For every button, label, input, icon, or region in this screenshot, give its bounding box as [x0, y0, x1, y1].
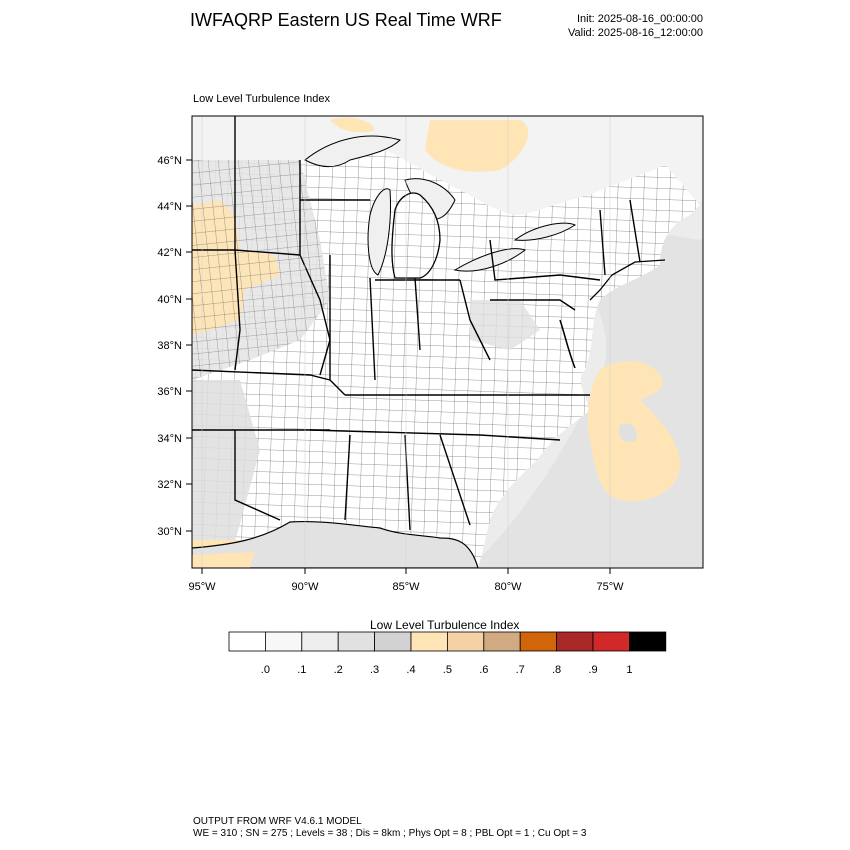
lat-label: 30°N [157, 526, 182, 538]
lon-label: 90°W [291, 581, 319, 593]
lat-label: 38°N [157, 340, 182, 352]
long-island-coast [589, 259, 666, 301]
state-boundaries [192, 116, 641, 531]
lat-label: 42°N [157, 247, 182, 259]
lat-label: 36°N [157, 386, 182, 398]
lat-label: 44°N [157, 201, 182, 213]
gray-shading-southwest [192, 380, 260, 568]
gulf-orange [192, 552, 255, 568]
gray-shading-appalachia [470, 300, 540, 350]
latitude-labels: 46°N 44°N 42°N 40°N 38°N 36°N 34°N 32°N … [157, 155, 182, 538]
lon-label: 75°W [596, 581, 624, 593]
init-time: Init: 2025-08-16_00:00:00 [577, 13, 703, 25]
longitude-labels: 95°W 90°W 85°W 80°W 75°W [188, 581, 624, 593]
lat-label: 34°N [157, 433, 182, 445]
footer-model: OUTPUT FROM WRF V4.6.1 MODEL [193, 816, 362, 827]
chart-title: IWFAQRP Eastern US Real Time WRF [190, 10, 502, 30]
gray-hole-atlantic [619, 423, 638, 443]
lat-label: 32°N [157, 479, 182, 491]
lon-label: 95°W [188, 581, 216, 593]
map-content [192, 116, 703, 568]
chesapeake-bay [559, 319, 576, 369]
graticule [201, 116, 611, 568]
orange-shading-ontario [425, 120, 529, 172]
lake-superior [304, 135, 401, 168]
orange-shading-superior [330, 117, 375, 133]
map-frame [191, 115, 704, 569]
legend-title: Low Level Turbulence Index [370, 618, 520, 632]
axis-ticks [186, 159, 611, 574]
footer-config: WE = 310 ; SN = 275 ; Levels = 38 ; Dis … [193, 828, 587, 839]
valid-time: Valid: 2025-08-16_12:00:00 [568, 27, 703, 39]
lake-michigan [367, 188, 391, 276]
michigan-counties [391, 193, 440, 278]
lake-ontario [513, 222, 576, 241]
lat-label: 40°N [157, 294, 182, 306]
map-subtitle: Low Level Turbulence Index [193, 93, 330, 105]
lon-label: 85°W [392, 581, 420, 593]
lon-label: 80°W [494, 581, 522, 593]
lake-erie [453, 248, 527, 272]
gulf-of-mexico [192, 520, 479, 568]
lat-label: 46°N [157, 155, 182, 167]
